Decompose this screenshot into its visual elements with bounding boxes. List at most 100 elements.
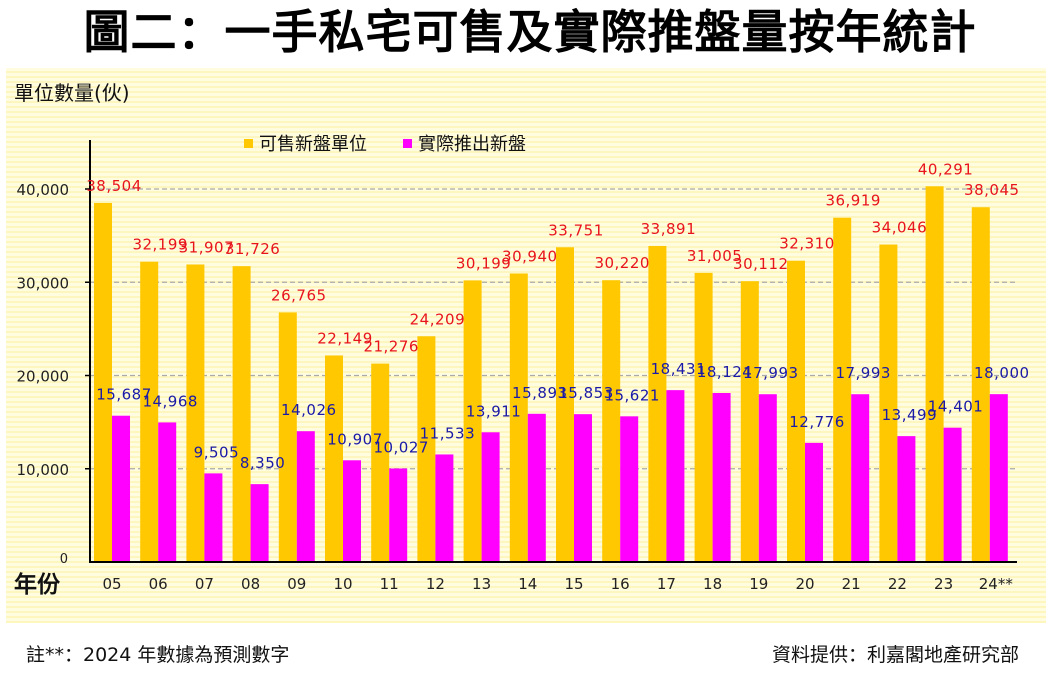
- chart-title: 圖二：一手私宅可售及實際推盤量按年統計: [83, 5, 977, 59]
- bar-available-units: [925, 186, 944, 562]
- bar-available-units: [232, 266, 251, 562]
- legend-swatch-available: [244, 139, 253, 148]
- data-label-launched: 17,993: [743, 364, 799, 382]
- data-label-available: 30,112: [733, 255, 789, 273]
- data-label-available: 22,149: [317, 329, 373, 347]
- bar-available-units: [417, 336, 436, 562]
- bar-available-units: [556, 247, 574, 563]
- x-tick-label: 16: [611, 575, 630, 593]
- data-label-launched: 15,621: [604, 386, 660, 404]
- data-label-launched: 14,026: [281, 401, 337, 419]
- x-tick-label: 13: [472, 575, 491, 593]
- data-label-available: 30,199: [456, 254, 512, 272]
- bar-launched-units: [204, 473, 223, 562]
- data-label-launched: 18,431: [651, 360, 707, 378]
- data-label-launched: 15,853: [558, 384, 614, 402]
- data-label-available: 26,765: [271, 286, 327, 304]
- bar-launched-units: [989, 394, 1008, 562]
- data-label-available: 30,220: [594, 254, 650, 272]
- bar-launched-units: [389, 468, 408, 562]
- y-axis-title: 單位數量(伙): [14, 81, 130, 105]
- data-label-available: 31,726: [225, 240, 281, 258]
- bar-launched-units: [620, 416, 639, 562]
- data-label-launched: 10,027: [373, 438, 429, 456]
- bar-launched-units: [943, 427, 962, 562]
- data-label-available: 33,891: [641, 220, 697, 238]
- bar-launched-units: [805, 442, 823, 562]
- bar-available-units: [509, 273, 528, 562]
- bar-available-units: [278, 312, 297, 562]
- bar-launched-units: [758, 394, 777, 562]
- data-label-launched: 11,533: [420, 424, 476, 442]
- x-tick-label: 23: [934, 575, 953, 593]
- bar-available-units: [325, 355, 343, 562]
- x-tick-label: 22: [888, 575, 907, 593]
- data-label-launched: 14,968: [142, 392, 198, 410]
- x-axis-title: 年份: [14, 571, 61, 598]
- data-label-launched: 17,993: [835, 364, 891, 382]
- bar-available-units: [879, 244, 898, 562]
- y-tick-label: 10,000: [17, 461, 70, 479]
- bar-available-units: [94, 202, 112, 562]
- data-label-launched: 13,911: [466, 402, 522, 420]
- bar-available-units: [186, 264, 205, 562]
- bar-available-units: [602, 280, 621, 562]
- bar-launched-units: [250, 484, 269, 562]
- x-tick-label: 08: [241, 575, 260, 593]
- bar-launched-units: [666, 390, 685, 562]
- data-label-launched: 13,499: [882, 406, 938, 424]
- footnote: 註**：2024 年數據為預測數字: [26, 644, 290, 666]
- data-labels: 38,504 15,687 32,199 14,968 31,907 9,505 31,72…: [86, 160, 1029, 472]
- bar-launched-units: [481, 432, 500, 562]
- x-tick-label: 20: [795, 575, 814, 593]
- bar-launched-units: [112, 415, 130, 562]
- data-label-launched: 9,505: [194, 443, 239, 461]
- bar-launched-units: [343, 460, 361, 562]
- data-label-available: 24,209: [410, 310, 466, 328]
- y-tick-label: 30,000: [17, 274, 70, 292]
- data-label-available: 33,751: [548, 221, 604, 239]
- data-label-available: 34,046: [872, 219, 928, 237]
- bar-launched-units: [897, 436, 916, 562]
- data-label-launched: 15,687: [96, 386, 152, 404]
- legend-label-launched: 實際推出新盤: [418, 134, 526, 155]
- bar-available-units: [971, 207, 990, 562]
- legend-label-available: 可售新盤單位: [259, 134, 367, 155]
- y-tick-label: 40,000: [17, 181, 70, 199]
- y-tick-label: 0: [60, 552, 68, 567]
- bar-available-units: [833, 217, 852, 562]
- data-label-launched: 10,907: [327, 430, 383, 448]
- data-label-available: 36,919: [825, 192, 881, 210]
- x-tick-label: 06: [149, 575, 168, 593]
- bar-launched-units: [527, 413, 546, 562]
- data-label-available: 30,940: [502, 247, 558, 265]
- legend-swatch-launched: [403, 139, 412, 148]
- legend: 可售新盤單位 實際推出新盤: [244, 134, 526, 155]
- bar-available-units: [371, 363, 390, 562]
- bar-available-units: [787, 260, 805, 562]
- bar-available-units: [140, 261, 159, 562]
- bar-launched-units: [712, 392, 731, 562]
- data-label-launched: 18,000: [974, 364, 1030, 382]
- bar-launched-units: [158, 422, 177, 562]
- data-label-launched: 14,401: [928, 398, 984, 416]
- source-credit: 資料提供：利嘉閣地產研究部: [771, 644, 1019, 666]
- data-label-available: 38,504: [86, 177, 142, 195]
- bar-available-units: [648, 245, 667, 562]
- data-label-available: 32,199: [132, 236, 188, 254]
- data-label-available: 40,291: [918, 160, 974, 178]
- x-tick-label: 05: [102, 575, 121, 593]
- data-label-available: 21,276: [363, 338, 419, 356]
- x-tick-label: 21: [842, 575, 861, 593]
- bar-launched-units: [296, 431, 315, 562]
- data-label-launched: 8,350: [240, 454, 285, 472]
- x-tick-label: 18: [703, 575, 722, 593]
- bar-launched-units: [435, 454, 454, 562]
- bar-available-units: [694, 272, 713, 562]
- x-tick-label: 09: [287, 575, 306, 593]
- bar-available-units: [463, 280, 482, 562]
- bar-launched-units: [574, 414, 592, 562]
- data-label-available: 31,907: [179, 238, 235, 256]
- bars: [94, 186, 1008, 563]
